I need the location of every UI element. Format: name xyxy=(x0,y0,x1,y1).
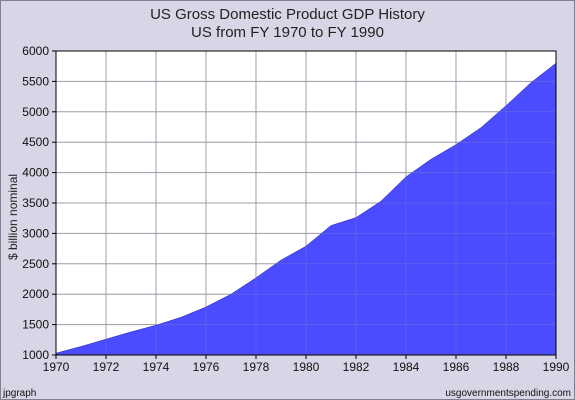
chart-title: US Gross Domestic Product GDP History xyxy=(150,6,425,23)
x-tick-label: 1988 xyxy=(493,360,520,374)
y-tick-label: 2000 xyxy=(22,287,49,301)
y-tick-label: 3500 xyxy=(22,196,49,210)
x-tick-label: 1972 xyxy=(93,360,120,374)
y-tick-label: 4000 xyxy=(22,166,49,180)
x-tick-label: 1976 xyxy=(193,360,220,374)
x-tick-label: 1990 xyxy=(543,360,570,374)
chart-subtitle: US from FY 1970 to FY 1990 xyxy=(191,24,384,41)
footer-credit-left: jpgraph xyxy=(3,388,37,399)
gdp-area-series xyxy=(55,62,557,356)
y-tick-label: 6000 xyxy=(22,44,49,58)
y-tick-label: 1500 xyxy=(22,318,49,332)
y-tick-label: 3000 xyxy=(22,226,49,240)
y-tick-label: 5500 xyxy=(22,74,49,88)
x-tick-label: 1982 xyxy=(343,360,370,374)
y-axis-label: $ billion nominal xyxy=(6,173,20,260)
y-tick-label: 5000 xyxy=(22,105,49,119)
x-tick-label: 1984 xyxy=(393,360,420,374)
footer-credit-right: usgovernmentspending.com xyxy=(445,388,571,399)
x-tick-label: 1974 xyxy=(143,360,170,374)
x-tick-label: 1986 xyxy=(443,360,470,374)
x-tick-label: 1980 xyxy=(293,360,320,374)
y-tick-label: 4500 xyxy=(22,135,49,149)
y-tick-label: 2500 xyxy=(22,257,49,271)
x-tick-label: 1970 xyxy=(43,360,70,374)
y-tick-label: 1000 xyxy=(22,348,49,362)
x-tick-label: 1978 xyxy=(243,360,270,374)
